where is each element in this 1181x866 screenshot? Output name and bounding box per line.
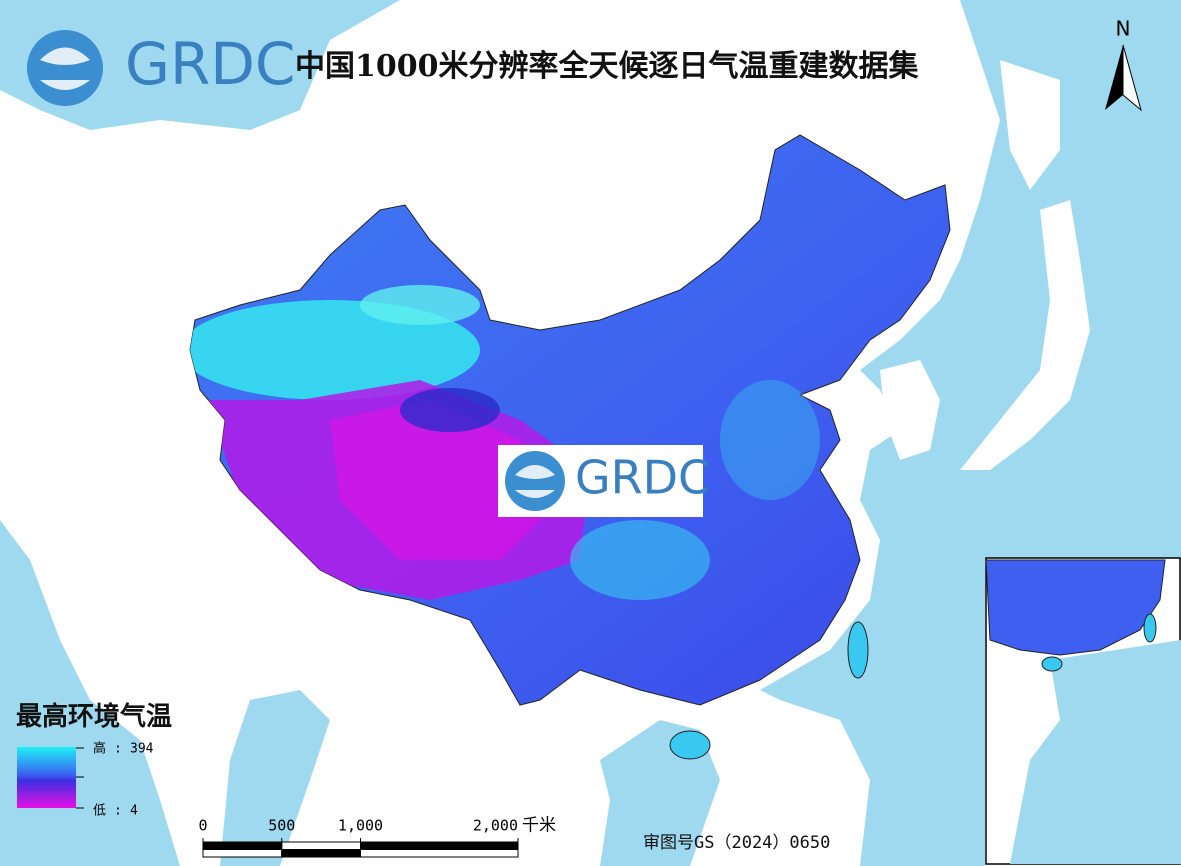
scale-segment: [202, 849, 283, 858]
legend-low-value: 4: [130, 804, 138, 819]
legend-low-label: 低: [93, 804, 106, 819]
legend-ramp: [17, 747, 76, 808]
inset-hainan: [1041, 656, 1063, 672]
scale-segment: [281, 841, 361, 850]
watermark-text: GRDC: [575, 451, 710, 505]
scale-unit: 千米: [522, 816, 556, 836]
taiwan: [847, 621, 869, 679]
scale-segment: [360, 841, 519, 850]
scale-tick-label: 0: [198, 817, 207, 835]
scale-tick-label: 1,000: [338, 817, 383, 835]
scale-segment: [202, 841, 283, 850]
logo-text: GRDC: [125, 30, 295, 98]
approval-number: 审图号GS（2024）0650: [643, 833, 830, 853]
japan: [960, 200, 1090, 470]
logo-globe: [27, 30, 103, 106]
scale-tick-label: 500: [268, 817, 295, 835]
legend-high-label: 高: [93, 741, 106, 757]
temperature-field: [190, 285, 820, 600]
scale-tick-label: 2,000: [473, 817, 518, 835]
junggar-warm: [360, 285, 480, 325]
ocean: [220, 690, 330, 866]
north-arrow-right: [1122, 44, 1142, 112]
inset-china: [985, 559, 1166, 656]
legend-title: 最高环境气温: [16, 701, 172, 732]
qaidam: [400, 388, 500, 432]
scale-bar: 0 500 1,000 2,000 千米: [198, 816, 556, 858]
sichuan-basin: [570, 520, 710, 600]
hainan: [669, 730, 711, 760]
legend-high-value: 394: [130, 742, 154, 757]
korea: [880, 360, 940, 460]
scale-segment: [281, 849, 361, 858]
ocean: [0, 0, 400, 130]
japan-north: [1000, 60, 1060, 190]
logo-swirl: [40, 47, 90, 90]
tarim-warm: [190, 300, 480, 400]
inset-sea: [1010, 640, 1181, 864]
map-title: 中国1000米分辨率全天候逐日气温重建数据集: [295, 49, 919, 84]
north-plain: [720, 380, 820, 500]
north-label: N: [1116, 17, 1131, 41]
legend-separator: :: [114, 804, 122, 819]
north-arrow-left: [1105, 45, 1123, 110]
inset-taiwan: [1143, 613, 1157, 643]
tibet-coldest: [330, 400, 560, 560]
watermark-swirl: [515, 465, 555, 498]
watermark-globe: [505, 451, 565, 511]
legend-separator: :: [114, 742, 122, 757]
scale-segment: [360, 849, 519, 858]
